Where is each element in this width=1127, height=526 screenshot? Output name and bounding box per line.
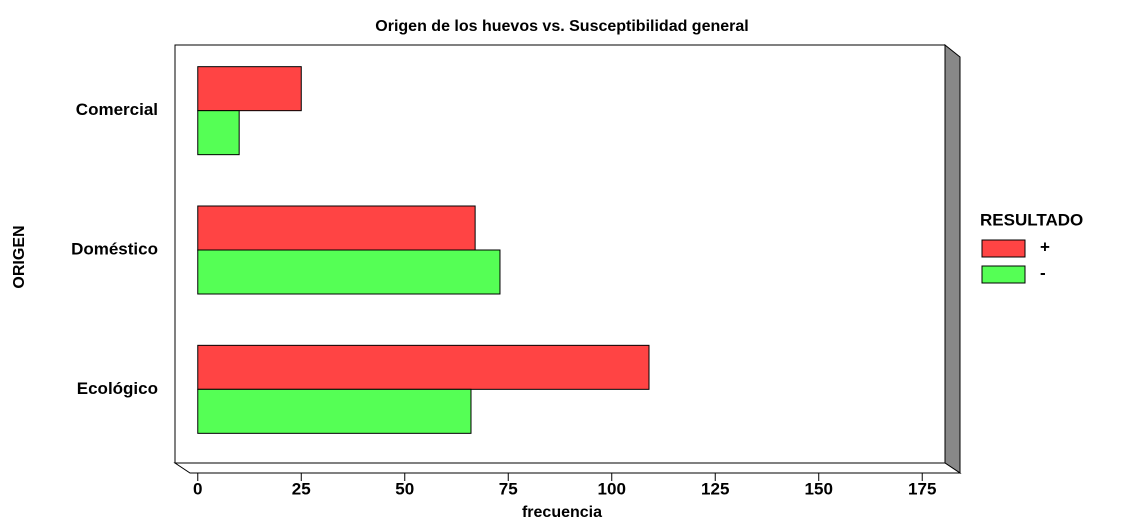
- x-tick-label: 75: [499, 479, 518, 498]
- x-tick-label: 150: [805, 479, 833, 498]
- side-face: [944, 43, 961, 474]
- x-tick-label: 25: [292, 479, 311, 498]
- y-axis-label: ORIGEN: [11, 225, 28, 288]
- legend-swatch: [981, 265, 1026, 284]
- bar: [197, 249, 501, 295]
- x-tick-label: 50: [395, 479, 414, 498]
- y-tick-label: Comercial: [76, 100, 158, 119]
- x-axis-label: frecuencia: [522, 504, 602, 521]
- bar: [197, 110, 240, 156]
- bottom-face: [173, 462, 962, 474]
- bar: [197, 388, 472, 434]
- y-tick-label: Doméstico: [71, 239, 158, 258]
- legend-swatch: [981, 239, 1026, 258]
- bar: [197, 344, 650, 390]
- y-tick-label: Ecológico: [77, 379, 158, 398]
- legend-title: RESULTADO: [980, 210, 1083, 229]
- legend-label: -: [1040, 263, 1046, 282]
- legend-label: +: [1040, 237, 1050, 256]
- bar: [197, 66, 302, 112]
- x-tick-label: 125: [701, 479, 729, 498]
- bar: [197, 205, 476, 251]
- x-tick-label: 0: [193, 479, 202, 498]
- x-tick-label: 175: [908, 479, 936, 498]
- chart-title: Origen de los huevos vs. Susceptibilidad…: [375, 18, 748, 35]
- x-tick-label: 100: [598, 479, 626, 498]
